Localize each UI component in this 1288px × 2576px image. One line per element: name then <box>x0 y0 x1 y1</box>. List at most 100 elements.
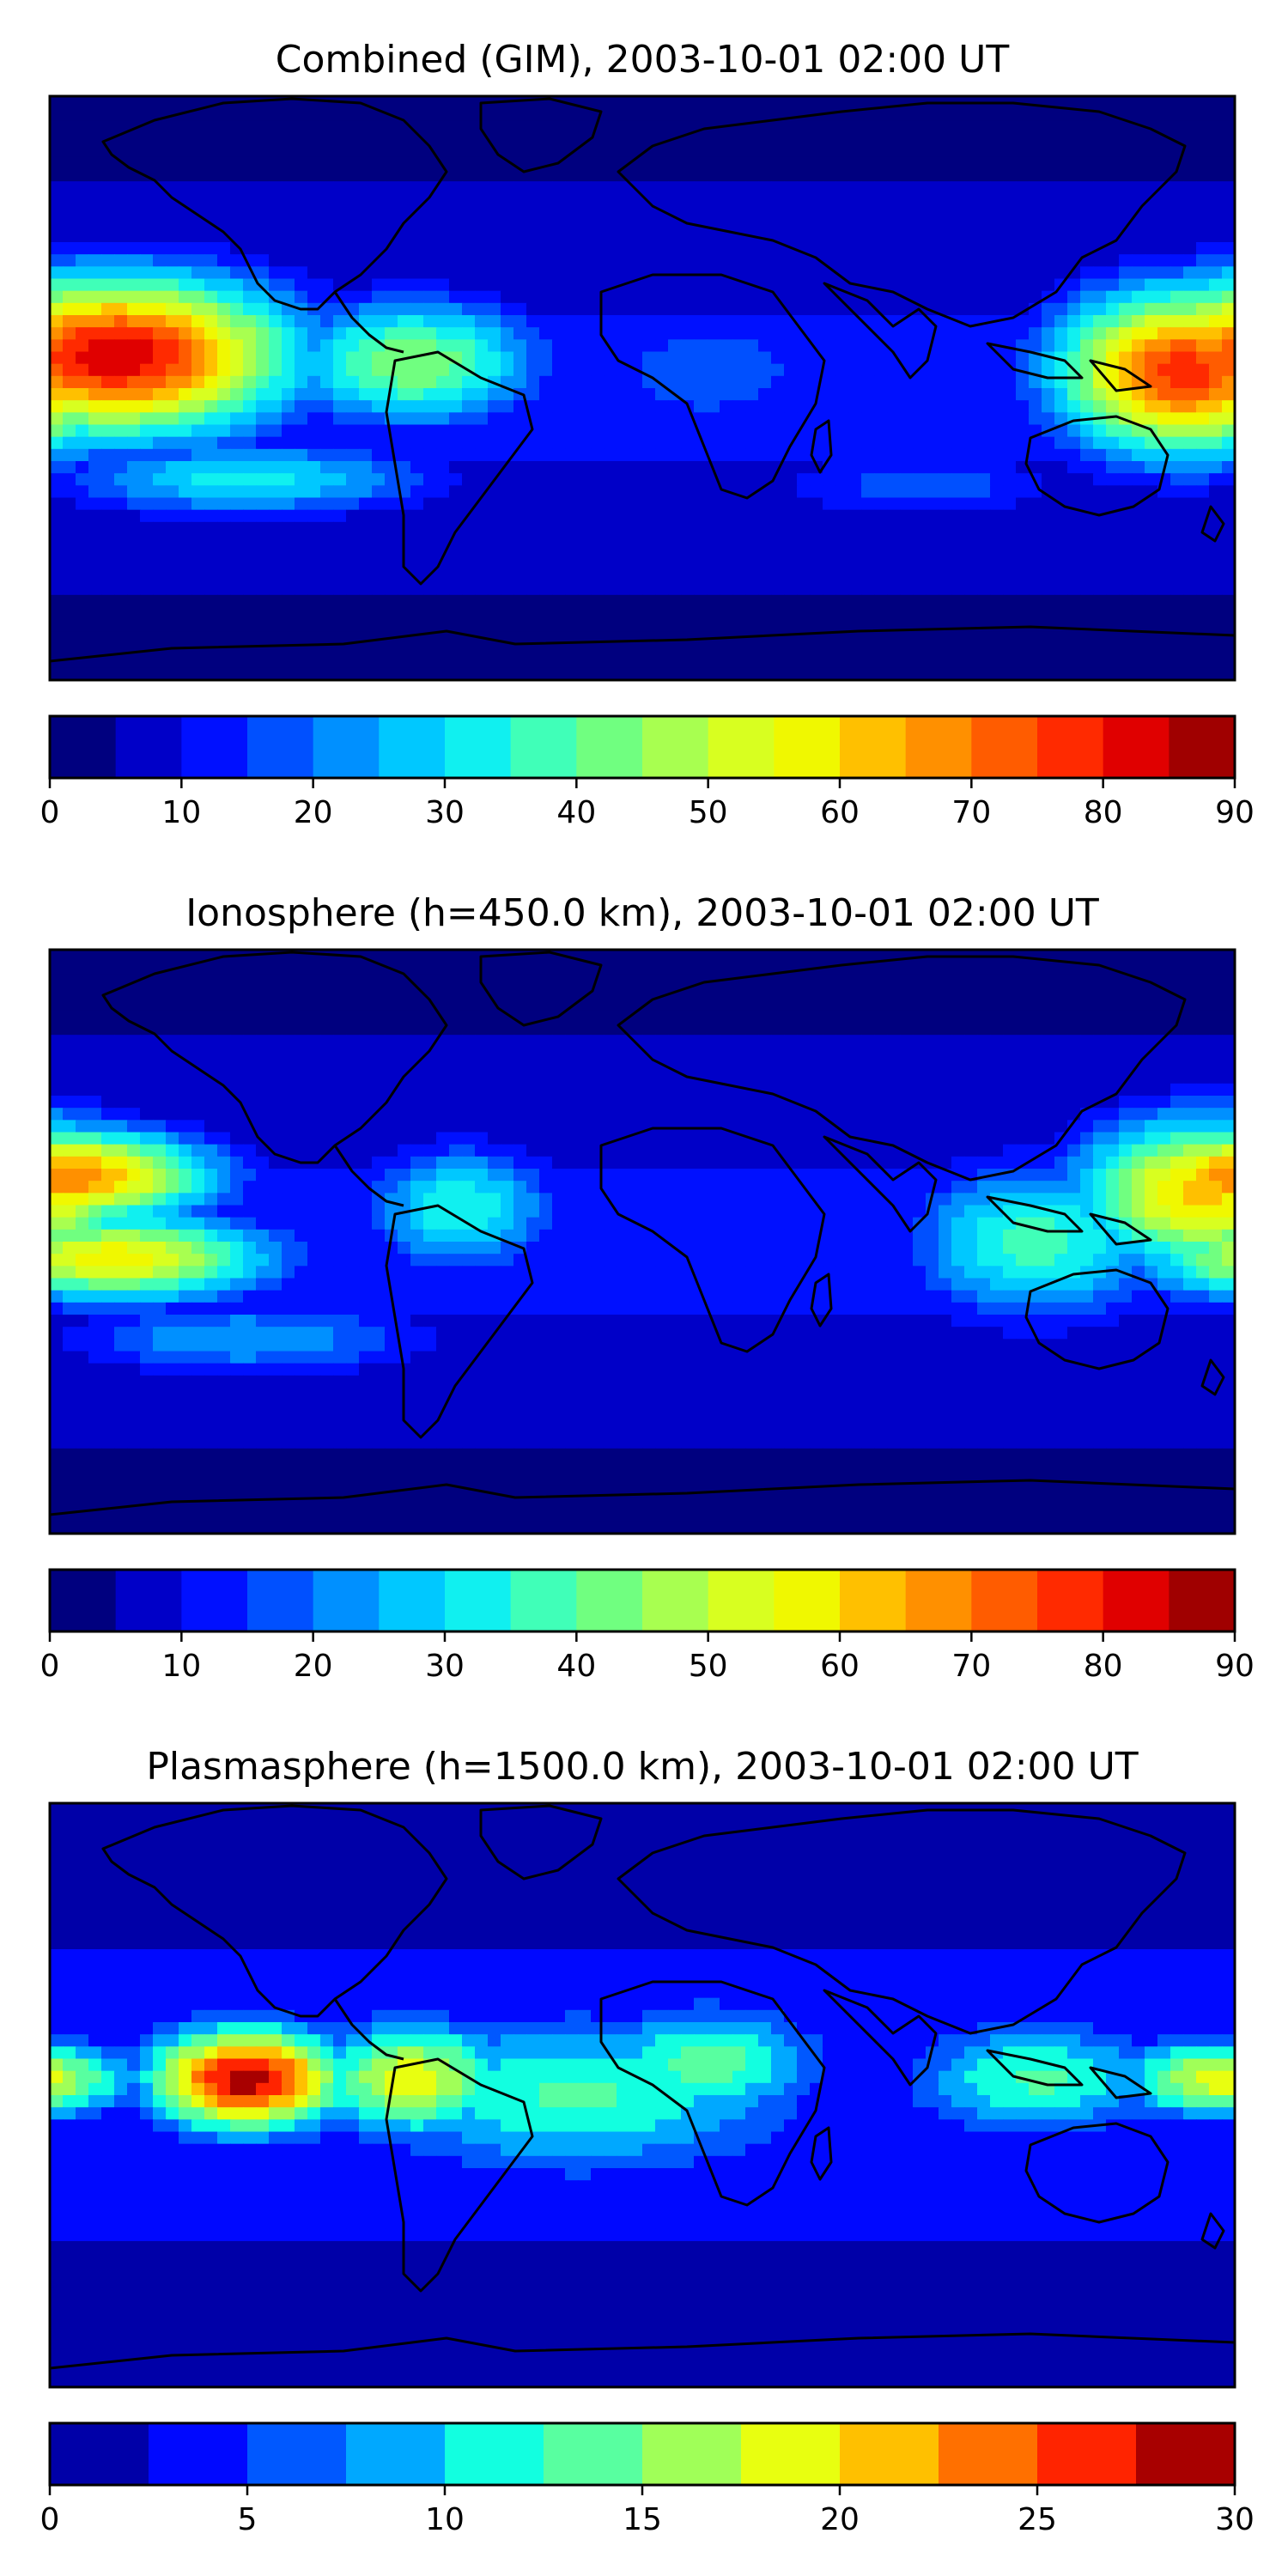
map-cell <box>681 594 695 608</box>
map-cell <box>591 144 605 158</box>
map-cell <box>166 497 179 511</box>
map-cell <box>539 986 553 999</box>
map-cell <box>707 375 720 389</box>
map-cell <box>629 607 643 620</box>
map-cell <box>243 473 257 486</box>
map-cell <box>694 534 708 547</box>
map-cell <box>307 156 321 170</box>
map-cell <box>926 473 939 486</box>
map-cell <box>462 278 476 292</box>
map-cell <box>256 217 270 231</box>
map-cell <box>50 181 64 194</box>
map-cell <box>990 242 1004 255</box>
map-cell <box>153 278 167 292</box>
map-cell <box>346 485 360 499</box>
map-cell <box>372 132 386 146</box>
map-cell <box>1016 509 1030 523</box>
map-cell <box>462 461 476 474</box>
map-cell <box>179 290 192 304</box>
map-cell <box>1029 315 1042 328</box>
map-cell <box>346 120 360 134</box>
map-cell <box>848 363 862 377</box>
map-cell <box>1209 998 1223 1012</box>
map-cell <box>848 144 862 158</box>
map-cell <box>333 266 347 280</box>
map-cell <box>191 96 205 109</box>
map-cell <box>101 1010 115 1024</box>
map-cell <box>861 570 875 584</box>
map-cell <box>359 302 373 316</box>
map-cell <box>578 607 592 620</box>
map-cell <box>1106 327 1120 340</box>
map-cell <box>552 327 566 340</box>
map-cell <box>848 448 862 462</box>
map-cell <box>114 582 128 596</box>
map-cell <box>217 254 231 267</box>
map-cell <box>1003 254 1017 267</box>
map-cell <box>153 400 167 413</box>
map-cell <box>604 436 617 450</box>
map-cell <box>591 473 605 486</box>
map-cell <box>1080 327 1094 340</box>
map-cell <box>359 448 373 462</box>
map-cell <box>655 181 669 194</box>
map-cell <box>990 108 1004 121</box>
map-cell <box>423 607 437 620</box>
map-cell <box>101 120 115 134</box>
map-cell <box>230 667 244 680</box>
map-cell <box>475 363 489 377</box>
map-cell <box>127 461 141 474</box>
map-cell <box>732 643 746 657</box>
map-cell <box>179 302 192 316</box>
map-cell <box>1222 339 1235 353</box>
map-cell <box>797 156 811 170</box>
map-cell <box>436 242 450 255</box>
map-cell <box>1132 667 1145 680</box>
map-cell <box>565 643 579 657</box>
map-cell <box>604 302 617 316</box>
map-field <box>50 96 1235 680</box>
map-cell <box>1093 546 1107 559</box>
map-cell <box>501 655 514 669</box>
map-cell <box>926 363 939 377</box>
map-cell <box>346 242 360 255</box>
map-cell <box>153 242 167 255</box>
map-cell <box>63 363 76 377</box>
map-cell <box>668 546 682 559</box>
map-cell <box>681 497 695 511</box>
map-cell <box>823 388 836 401</box>
map-cell <box>359 120 373 134</box>
map-cell <box>939 655 952 669</box>
map-cell <box>565 424 579 438</box>
map-cell <box>256 205 270 219</box>
map-cell <box>140 339 154 353</box>
map-cell <box>140 667 154 680</box>
map-cell <box>939 193 952 207</box>
map-cell <box>475 242 489 255</box>
map-cell <box>1119 181 1133 194</box>
map-cell <box>565 631 579 645</box>
map-cell <box>50 962 64 975</box>
map-cell <box>333 120 347 134</box>
map-cell <box>256 1010 270 1024</box>
map-cell <box>166 254 179 267</box>
map-cell <box>217 619 231 632</box>
map-cell <box>166 144 179 158</box>
map-cell <box>127 351 141 365</box>
map-cell <box>372 485 386 499</box>
map-cell <box>372 607 386 620</box>
map-cell <box>140 436 154 450</box>
map-cell <box>191 132 205 146</box>
map-cell <box>179 424 192 438</box>
map-cell <box>1196 108 1210 121</box>
map-cell <box>1042 521 1055 535</box>
map-cell <box>1016 290 1030 304</box>
map-cell <box>617 509 630 523</box>
map-cell <box>655 315 669 328</box>
map-cell <box>217 278 231 292</box>
map-cell <box>101 424 115 438</box>
map-cell <box>526 558 540 572</box>
map-cell <box>1042 205 1055 219</box>
map-cell <box>771 974 785 987</box>
